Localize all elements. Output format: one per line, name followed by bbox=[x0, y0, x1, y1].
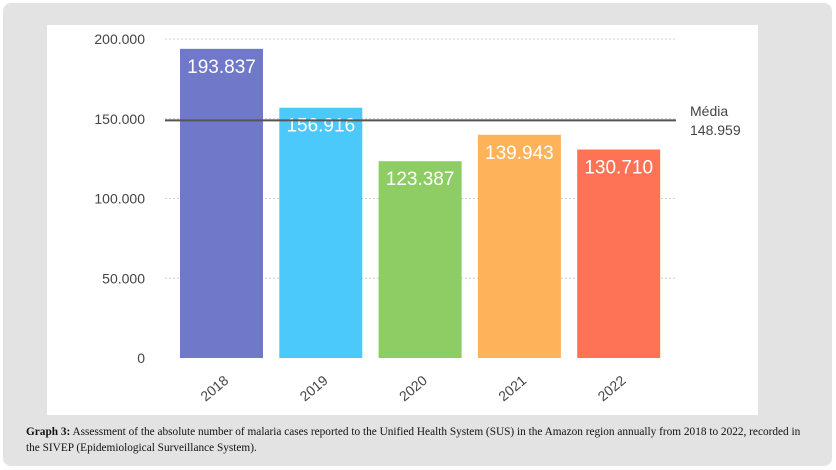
bar-value-label: 130.710 bbox=[584, 158, 653, 179]
bar-value-label: 193.837 bbox=[187, 57, 256, 78]
y-tick-label: 100.000 bbox=[94, 191, 145, 207]
bar-2018 bbox=[180, 48, 263, 358]
bar-value-label: 156.916 bbox=[286, 116, 355, 137]
x-tick-label: 2020 bbox=[396, 372, 430, 404]
bar-2019 bbox=[279, 107, 363, 358]
x-tick-label: 2018 bbox=[197, 372, 231, 404]
bar-2020 bbox=[378, 161, 462, 358]
x-tick-label: 2021 bbox=[495, 372, 529, 404]
bar-value-label: 123.387 bbox=[386, 169, 455, 190]
y-tick-label: 0 bbox=[137, 350, 145, 366]
y-tick-label: 200.000 bbox=[94, 31, 145, 47]
bar-value-label: 139.943 bbox=[485, 143, 554, 164]
figure-caption: Graph 3: Assessment of the absolute numb… bbox=[26, 424, 816, 456]
caption-text: Assessment of the absolute number of mal… bbox=[26, 426, 801, 454]
y-tick-label: 150.000 bbox=[94, 111, 145, 127]
caption-label: Graph 3: bbox=[26, 426, 71, 438]
bar-2022 bbox=[577, 149, 661, 358]
mean-label: Média bbox=[690, 103, 728, 119]
y-tick-label: 50.000 bbox=[102, 270, 145, 286]
x-tick-label: 2022 bbox=[594, 372, 628, 404]
x-tick-label: 2019 bbox=[297, 372, 331, 404]
bar-2021 bbox=[477, 134, 561, 358]
mean-value-label: 148.959 bbox=[690, 122, 741, 138]
